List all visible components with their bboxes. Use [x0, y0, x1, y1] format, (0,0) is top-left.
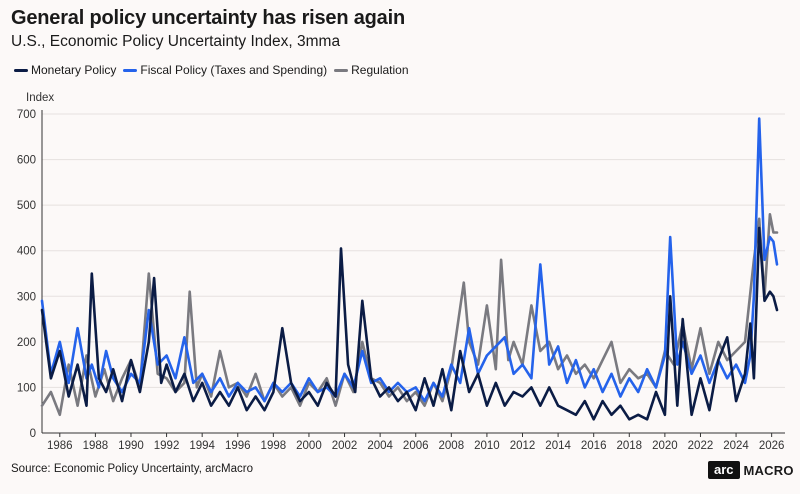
x-tick-label: 2014: [545, 440, 571, 452]
x-tick-label: 2004: [367, 440, 393, 452]
legend-label-regulation: Regulation: [351, 63, 409, 77]
x-tick-label: 1996: [225, 440, 251, 452]
legend-label-monetary: Monetary Policy: [31, 63, 117, 77]
legend-item-regulation[interactable]: Regulation: [334, 63, 409, 77]
series-line-monetary: [40, 226, 779, 421]
x-tick-label: 2008: [439, 440, 465, 452]
legend: Monetary Policy Fiscal Policy (Taxes and…: [14, 63, 416, 77]
legend-label-fiscal: Fiscal Policy (Taxes and Spending): [140, 63, 328, 77]
legend-item-fiscal[interactable]: Fiscal Policy (Taxes and Spending): [123, 63, 327, 77]
y-tick-label: 400: [17, 246, 36, 258]
x-tick-label: 1992: [154, 440, 180, 452]
axes: 0 100 200 300 400 500 600 700 1986 1988 1990 1992 19…: [17, 109, 785, 452]
y-tick-label: 500: [17, 200, 36, 212]
x-tick-label: 2020: [652, 440, 678, 452]
series-lines: [40, 117, 779, 421]
y-tick-label: 700: [17, 109, 36, 121]
x-tick-label: 2026: [759, 440, 785, 452]
x-tick-label: 2002: [332, 440, 358, 452]
legend-swatch-monetary: [14, 68, 28, 72]
legend-swatch-regulation: [334, 68, 349, 72]
x-tick-label: 1986: [47, 440, 73, 452]
y-tick-label: 100: [17, 382, 36, 394]
x-tick-label: 1994: [189, 440, 215, 452]
x-tick-label: 2022: [688, 440, 714, 452]
x-tick-label: 1988: [83, 440, 109, 452]
x-tick-label: 2012: [510, 440, 536, 452]
x-tick-label: 2016: [581, 440, 607, 452]
x-tick-label: 2000: [296, 440, 322, 452]
logo-mark: arc: [708, 461, 740, 479]
y-tick-label: 300: [17, 291, 36, 303]
y-axis-label: Index: [26, 92, 54, 104]
legend-swatch-fiscal: [123, 68, 138, 72]
arcmacro-logo: arc MACRO: [708, 461, 794, 479]
y-tick-label: 200: [17, 337, 36, 349]
x-tick-label: 2010: [474, 440, 500, 452]
source-note: Source: Economic Policy Uncertainty, arc…: [11, 463, 254, 475]
chart-title: General policy uncertainty has risen aga…: [11, 7, 405, 29]
x-tick-label: 1990: [118, 440, 144, 452]
logo-word: MACRO: [743, 462, 794, 478]
x-tick-label: 2024: [723, 440, 749, 452]
chart-subtitle: U.S., Economic Policy Uncertainty Index,…: [11, 33, 341, 50]
legend-item-monetary[interactable]: Monetary Policy: [14, 63, 116, 77]
y-tick-label: 0: [30, 428, 36, 440]
x-tick-label: 2006: [403, 440, 429, 452]
x-tick-label: 1998: [261, 440, 287, 452]
y-tick-label: 600: [17, 155, 36, 167]
x-tick-label: 2018: [616, 440, 642, 452]
